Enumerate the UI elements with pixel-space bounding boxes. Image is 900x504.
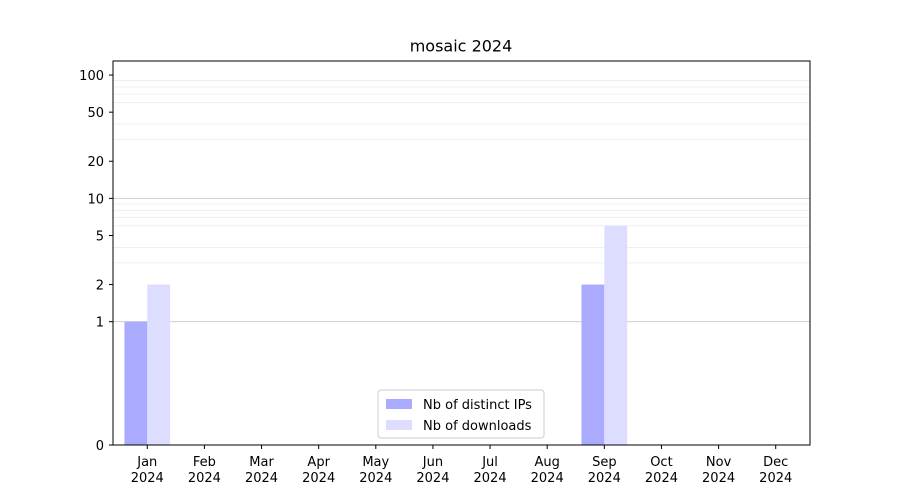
y-tick-label: 1 bbox=[96, 316, 104, 331]
y-tick-label: 20 bbox=[87, 155, 104, 170]
x-tick-label-month: Jan bbox=[136, 455, 157, 470]
x-tick-label-year: 2024 bbox=[359, 471, 392, 486]
x-tick-label-year: 2024 bbox=[759, 471, 792, 486]
x-tick-label-month: Apr bbox=[307, 455, 330, 470]
legend-label: Nb of downloads bbox=[423, 419, 532, 434]
y-tick-label: 0 bbox=[96, 439, 104, 454]
chart-title: mosaic 2024 bbox=[410, 37, 513, 56]
x-tick-label-month: May bbox=[362, 455, 389, 470]
x-tick-label-month: Nov bbox=[706, 455, 732, 470]
x-tick-label-year: 2024 bbox=[702, 471, 735, 486]
x-tick-label-month: Sep bbox=[592, 455, 617, 470]
y-tick-label: 2 bbox=[96, 279, 104, 294]
x-tick-label-month: Feb bbox=[193, 455, 216, 470]
y-tick-label: 10 bbox=[87, 192, 104, 207]
legend-swatch bbox=[386, 420, 412, 430]
legend-label: Nb of distinct IPs bbox=[423, 398, 532, 413]
x-tick-label-year: 2024 bbox=[188, 471, 221, 486]
y-tick-label: 5 bbox=[96, 229, 104, 244]
x-tick-label-year: 2024 bbox=[474, 471, 507, 486]
grid-lines bbox=[113, 80, 810, 323]
x-tick-label-year: 2024 bbox=[131, 471, 164, 486]
x-tick-label-month: Mar bbox=[249, 455, 274, 470]
legend-box bbox=[377, 389, 545, 439]
x-tick-label-month: Dec bbox=[763, 455, 788, 470]
x-tick-label-year: 2024 bbox=[302, 471, 335, 486]
legend-swatch bbox=[386, 399, 412, 409]
plot-frame bbox=[112, 60, 811, 446]
bar-distinct-ips-jan bbox=[124, 321, 148, 445]
bar-distinct-ips-sep bbox=[581, 284, 605, 445]
x-tick-label-year: 2024 bbox=[588, 471, 621, 486]
x-tick-label-month: Jun bbox=[422, 455, 443, 470]
bars bbox=[124, 225, 628, 445]
x-tick-label-year: 2024 bbox=[531, 471, 564, 486]
legend: Nb of distinct IPs Nb of downloads bbox=[377, 389, 545, 439]
x-tick-label-year: 2024 bbox=[645, 471, 678, 486]
bar-downloads-sep bbox=[604, 225, 628, 445]
y-tick-label: 100 bbox=[79, 69, 104, 84]
x-tick-label-month: Oct bbox=[650, 455, 672, 470]
bar-downloads-jan bbox=[147, 284, 171, 445]
x-tick-label-year: 2024 bbox=[245, 471, 278, 486]
x-tick-label-month: Jul bbox=[481, 455, 498, 470]
y-tick-label: 50 bbox=[87, 106, 104, 121]
axes: 0125102050100Jan2024Feb2024Mar2024Apr202… bbox=[79, 60, 811, 486]
x-tick-label-year: 2024 bbox=[416, 471, 449, 486]
x-tick-label-month: Aug bbox=[535, 455, 560, 470]
